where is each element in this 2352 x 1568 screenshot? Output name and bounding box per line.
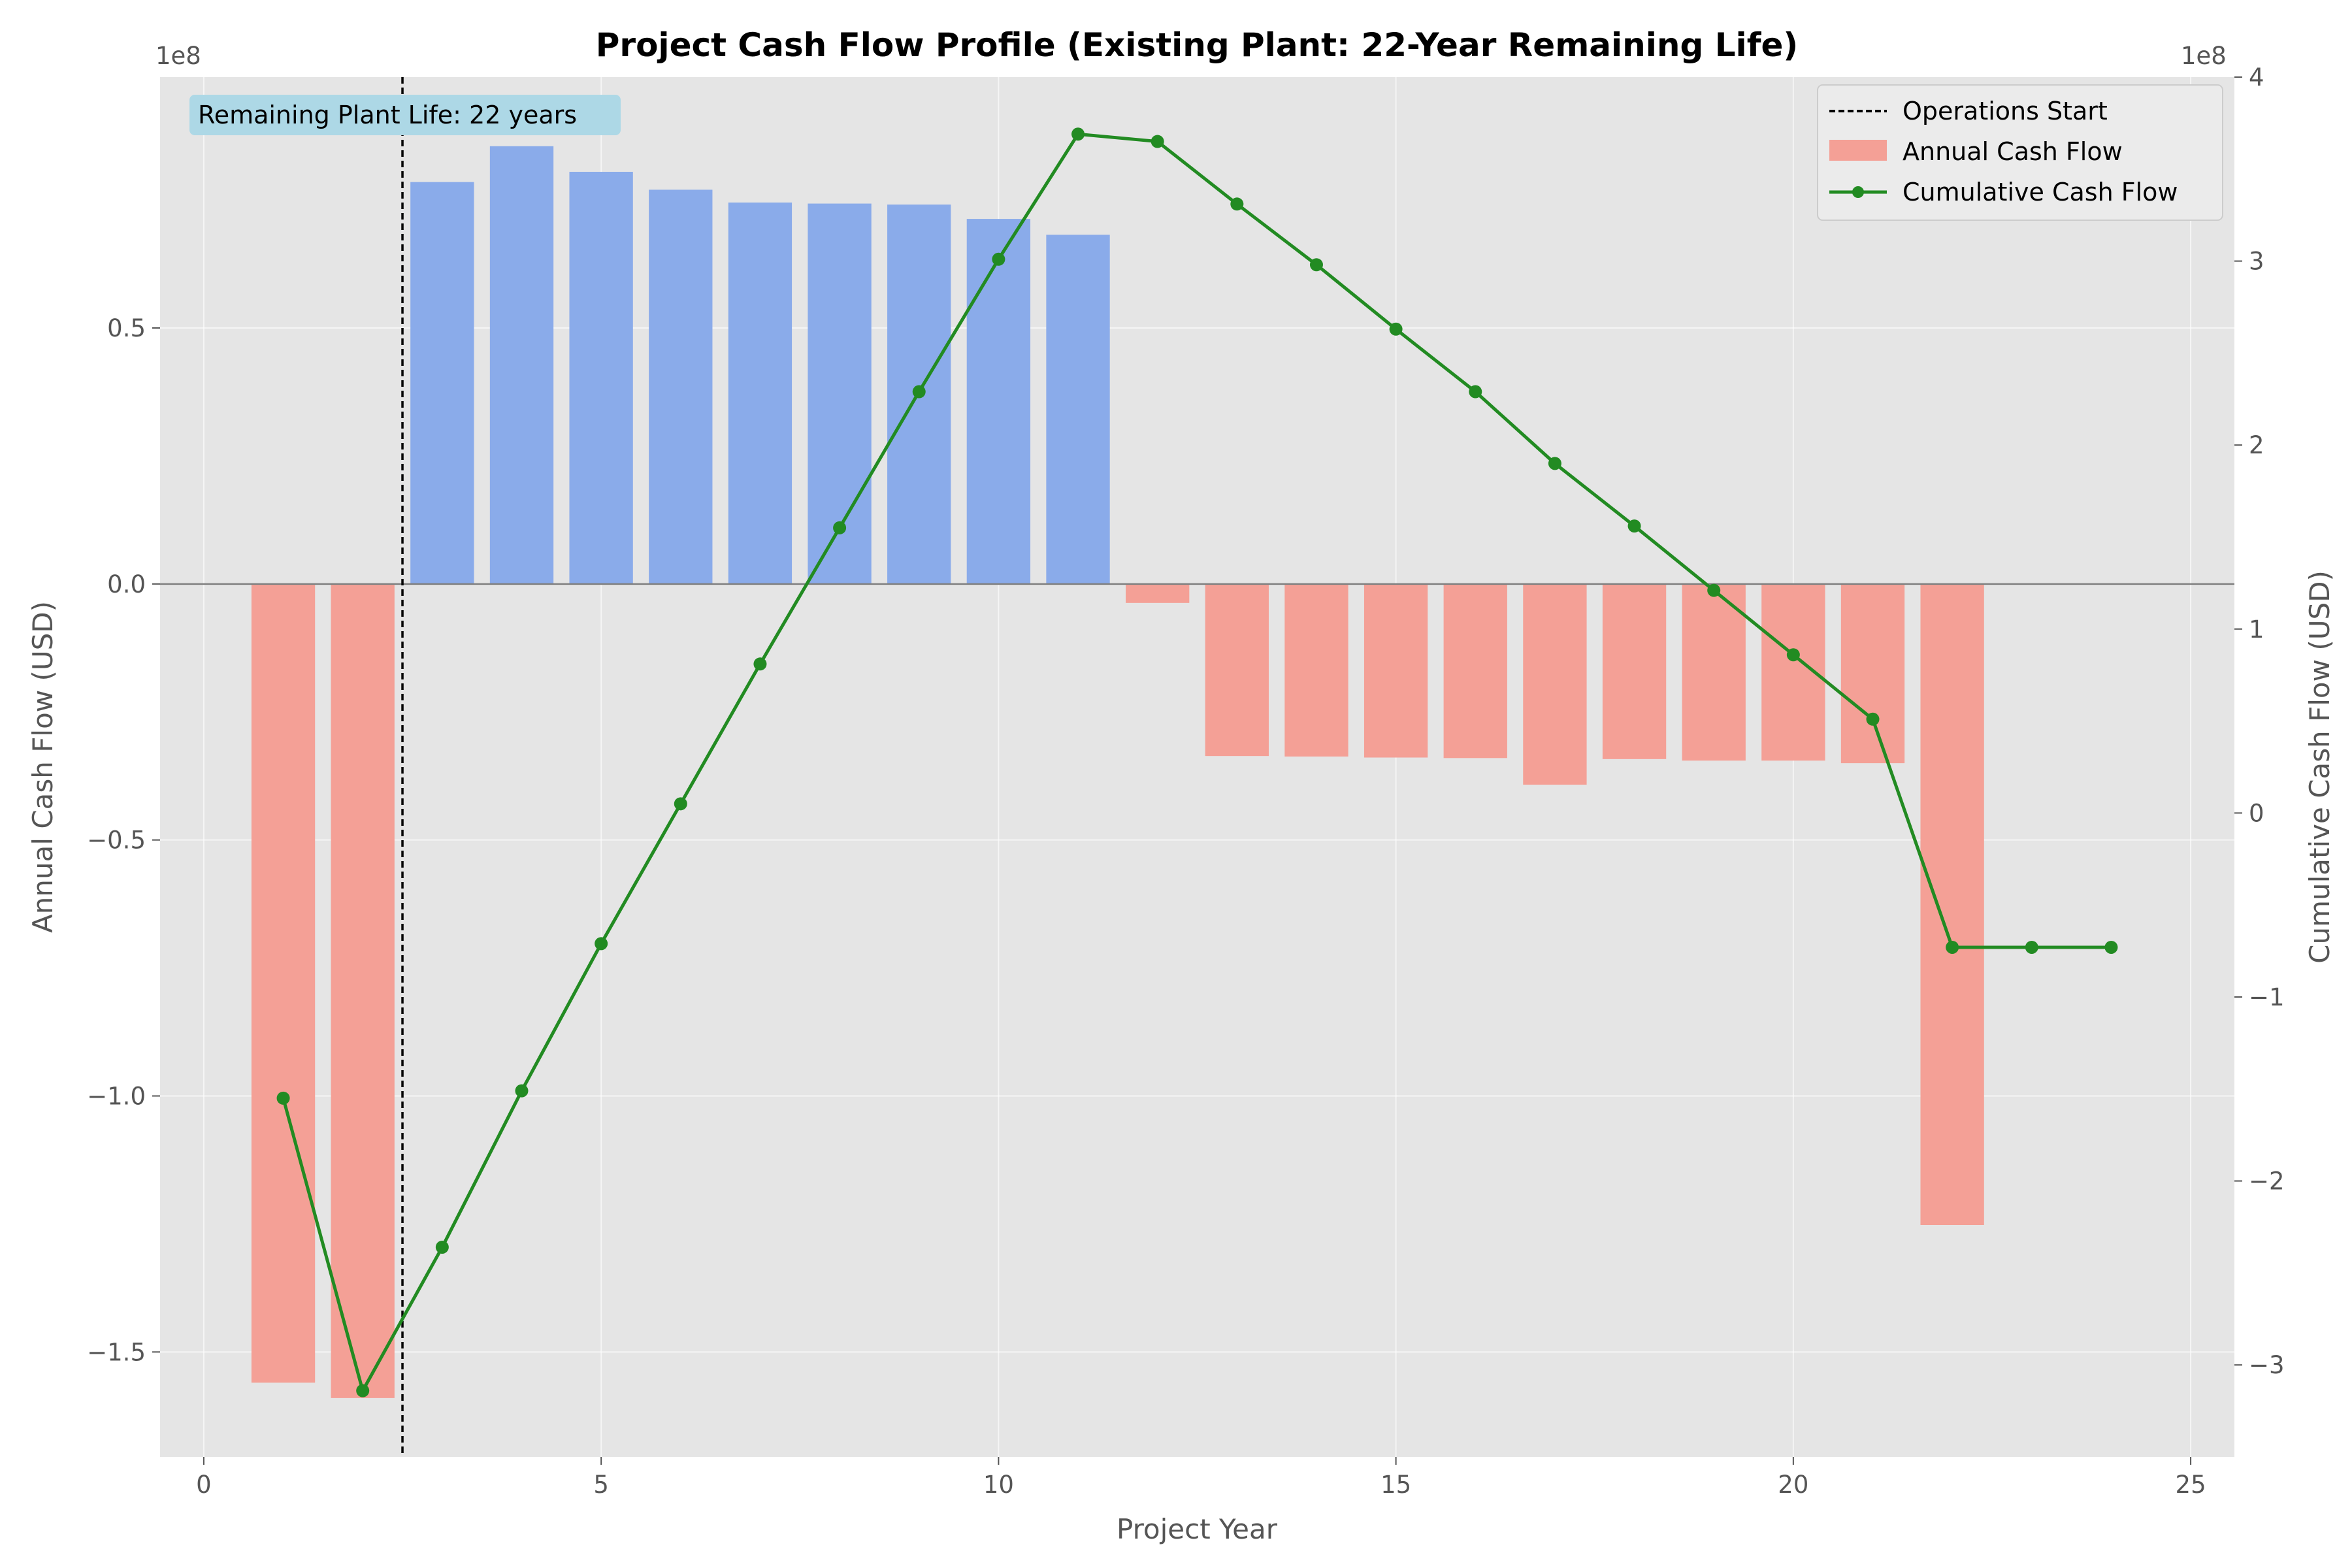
cumulative-cash-flow-point: [1071, 127, 1085, 141]
cumulative-cash-flow-point: [753, 657, 767, 671]
annual-cash-flow-bar: [1523, 583, 1587, 785]
legend-annual-cash-flow-swatch: [1829, 140, 1887, 161]
annotation-text: Remaining Plant Life: 22 years: [198, 101, 577, 129]
cumulative-cash-flow-point: [1627, 519, 1641, 533]
cumulative-cash-flow-point: [435, 1240, 449, 1254]
cumulative-cash-flow-point: [992, 252, 1005, 266]
cumulative-cash-flow-point: [1548, 457, 1561, 470]
annual-cash-flow-bar: [728, 203, 792, 584]
annual-cash-flow-bar: [569, 171, 633, 584]
legend-operations-start-label: Operations Start: [1903, 97, 2108, 125]
annotation-background: [189, 95, 621, 135]
cumulative-cash-flow-point: [515, 1084, 529, 1098]
annual-cash-flow-bars: [251, 146, 1984, 1398]
y-offset-right: 1e8: [2181, 42, 2227, 70]
cumulative-cash-flow-line: [276, 127, 2118, 1397]
cumulative-cash-flow-point: [1389, 322, 1403, 336]
annual-cash-flow-bar: [331, 583, 395, 1398]
y-left-tick-label: −1.5: [87, 1338, 146, 1366]
annual-cash-flow-bar: [1920, 583, 1984, 1225]
annual-cash-flow-bar: [489, 146, 554, 584]
cumulative-cash-flow-point: [1707, 583, 1721, 597]
annotation-box: Remaining Plant Life: 22 years: [189, 95, 621, 135]
cumulative-cash-flow-point: [595, 937, 608, 951]
y-right-tick-label: −1: [2249, 983, 2285, 1011]
cumulative-cash-flow-point: [1946, 940, 1959, 954]
annual-cash-flow-bar: [1126, 583, 1190, 603]
annual-cash-flow-bar: [251, 583, 316, 1383]
cumulative-cash-flow-point: [356, 1384, 370, 1397]
x-tick-label: 0: [196, 1471, 212, 1499]
x-tick-label: 15: [1380, 1471, 1411, 1499]
x-tick-label: 5: [593, 1471, 609, 1499]
cumulative-cash-flow-point: [276, 1091, 290, 1105]
legend-cumulative-cash-flow-marker: [1852, 186, 1864, 198]
cumulative-cash-flow-point: [2104, 940, 2118, 954]
y-left-tick-label: −1.0: [87, 1083, 146, 1111]
x-axis-label: Project Year: [1117, 1513, 1278, 1545]
legend-frame: [1817, 84, 2223, 221]
legend-cumulative-cash-flow-label: Cumulative Cash Flow: [1903, 178, 2178, 206]
y-right-tick-label: 1: [2249, 615, 2264, 644]
annual-cash-flow-bar: [1205, 583, 1269, 757]
cumulative-cash-flow-point: [912, 385, 926, 399]
y-right-tick-label: 2: [2249, 431, 2264, 459]
cumulative-cash-flow-point: [1309, 258, 1323, 272]
x-tick-label: 10: [983, 1471, 1014, 1499]
y-right-tick-label: 0: [2249, 799, 2264, 827]
annual-cash-flow-bar: [1840, 583, 1905, 764]
y-right-tick-label: −3: [2249, 1351, 2285, 1379]
cumulative-cash-flow-point: [2025, 940, 2038, 954]
cumulative-cash-flow-point: [1866, 712, 1880, 726]
annual-cash-flow-bar: [410, 182, 474, 584]
annual-cash-flow-bar: [1682, 583, 1746, 761]
cumulative-cash-flow-point: [1786, 648, 1800, 662]
annual-cash-flow-bar: [966, 219, 1031, 584]
legend: Operations Start Annual Cash Flow Cumula…: [1817, 84, 2223, 221]
annual-cash-flow-bar: [1602, 583, 1667, 759]
x-tick-label: 25: [2176, 1471, 2206, 1499]
cumulative-cash-flow-point: [1230, 197, 1244, 211]
y-right-tick-label: −2: [2249, 1168, 2285, 1196]
y-offset-left: 1e8: [155, 42, 201, 70]
annual-cash-flow-bar: [808, 203, 872, 584]
y-left-tick-label: 0.5: [107, 314, 146, 342]
chart-title: Project Cash Flow Profile (Existing Plan…: [596, 26, 1798, 64]
cumulative-cash-flow-path: [282, 132, 2112, 1393]
cumulative-cash-flow-point: [1469, 385, 1482, 399]
annual-cash-flow-bar: [1284, 583, 1348, 757]
axes: 0 5 10 15 20 25 −1.5 −1.0 −0.5 0.0 0.5 −3 −2 −1 0 1 2 3 4: [87, 63, 2284, 1499]
cumulative-cash-flow-point: [674, 797, 687, 811]
y-left-tick-label: 0.0: [107, 570, 146, 598]
y-right-tick-label: 4: [2249, 63, 2264, 91]
cumulative-cash-flow-point: [833, 521, 847, 534]
legend-annual-cash-flow-label: Annual Cash Flow: [1903, 137, 2123, 166]
annual-cash-flow-bar: [1364, 583, 1428, 758]
cumulative-cash-flow-point: [1151, 135, 1164, 148]
x-tick-label: 20: [1778, 1471, 1808, 1499]
y-axis-label-left: Annual Cash Flow (USD): [27, 601, 59, 933]
y-left-tick-label: −0.5: [87, 826, 146, 855]
y-right-tick-label: 3: [2249, 248, 2264, 276]
y-axis-label-right: Cumulative Cash Flow (USD): [2304, 570, 2336, 964]
annual-cash-flow-bar: [1443, 583, 1507, 759]
annual-cash-flow-bar: [649, 189, 713, 584]
annual-cash-flow-bar: [1046, 235, 1110, 584]
